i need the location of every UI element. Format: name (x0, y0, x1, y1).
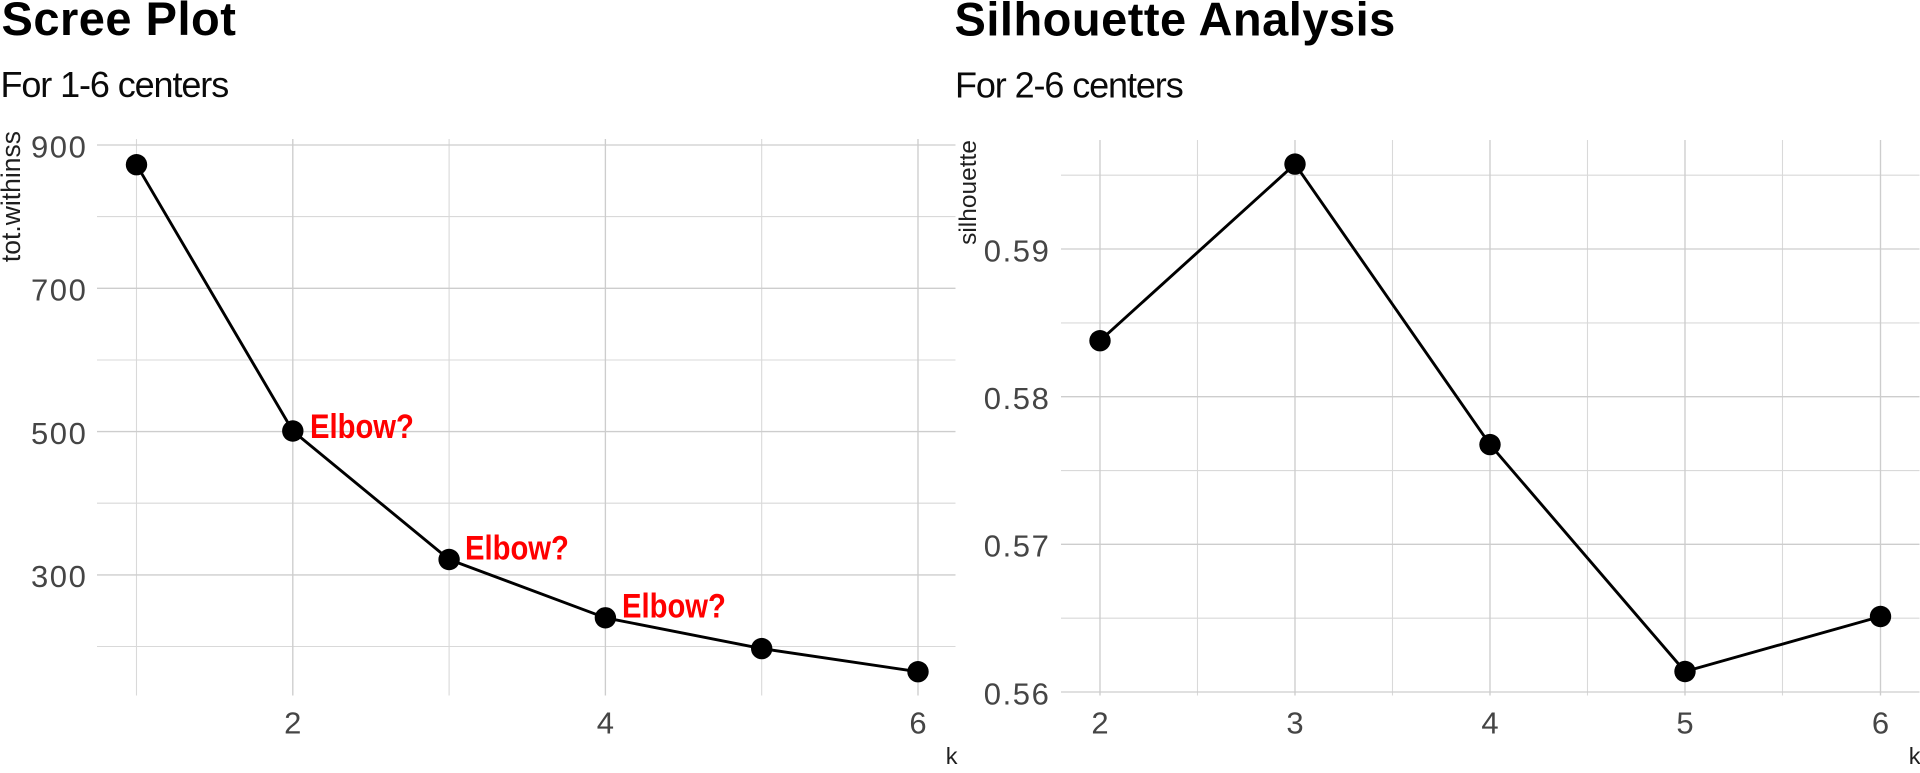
svg-text:6: 6 (1872, 706, 1889, 741)
svg-text:2: 2 (284, 706, 301, 741)
svg-text:0.59: 0.59 (984, 233, 1051, 268)
svg-text:0.58: 0.58 (984, 381, 1051, 416)
svg-text:For 2-6 centers: For 2-6 centers (955, 64, 1183, 105)
svg-text:2: 2 (1091, 706, 1108, 741)
svg-text:900: 900 (31, 129, 88, 164)
svg-text:Scree Plot: Scree Plot (2, 0, 237, 45)
svg-text:500: 500 (31, 416, 88, 451)
svg-text:Elbow?: Elbow? (310, 407, 414, 446)
svg-text:k: k (1909, 743, 1920, 768)
svg-text:k: k (946, 743, 958, 768)
svg-text:Elbow?: Elbow? (622, 586, 726, 625)
svg-text:5: 5 (1676, 706, 1693, 741)
svg-text:Silhouette Analysis: Silhouette Analysis (955, 0, 1396, 46)
svg-text:3: 3 (1286, 706, 1303, 741)
svg-text:silhouette: silhouette (955, 140, 982, 245)
svg-text:Elbow?: Elbow? (465, 528, 569, 567)
svg-text:tot.withinss: tot.withinss (0, 131, 26, 262)
svg-text:6: 6 (909, 706, 926, 741)
svg-text:For 1-6 centers: For 1-6 centers (1, 64, 229, 105)
svg-text:0.57: 0.57 (984, 529, 1051, 564)
svg-text:4: 4 (1481, 706, 1498, 741)
svg-text:700: 700 (31, 273, 88, 308)
svg-text:300: 300 (31, 559, 88, 594)
svg-text:0.56: 0.56 (984, 676, 1051, 711)
svg-text:4: 4 (597, 706, 614, 741)
